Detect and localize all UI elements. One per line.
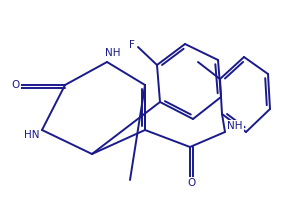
Text: NH: NH [227, 121, 243, 131]
Text: O: O [12, 80, 20, 90]
Text: O: O [188, 178, 196, 188]
Text: NH: NH [105, 48, 121, 58]
Text: HN: HN [24, 130, 40, 140]
Text: F: F [129, 40, 135, 50]
